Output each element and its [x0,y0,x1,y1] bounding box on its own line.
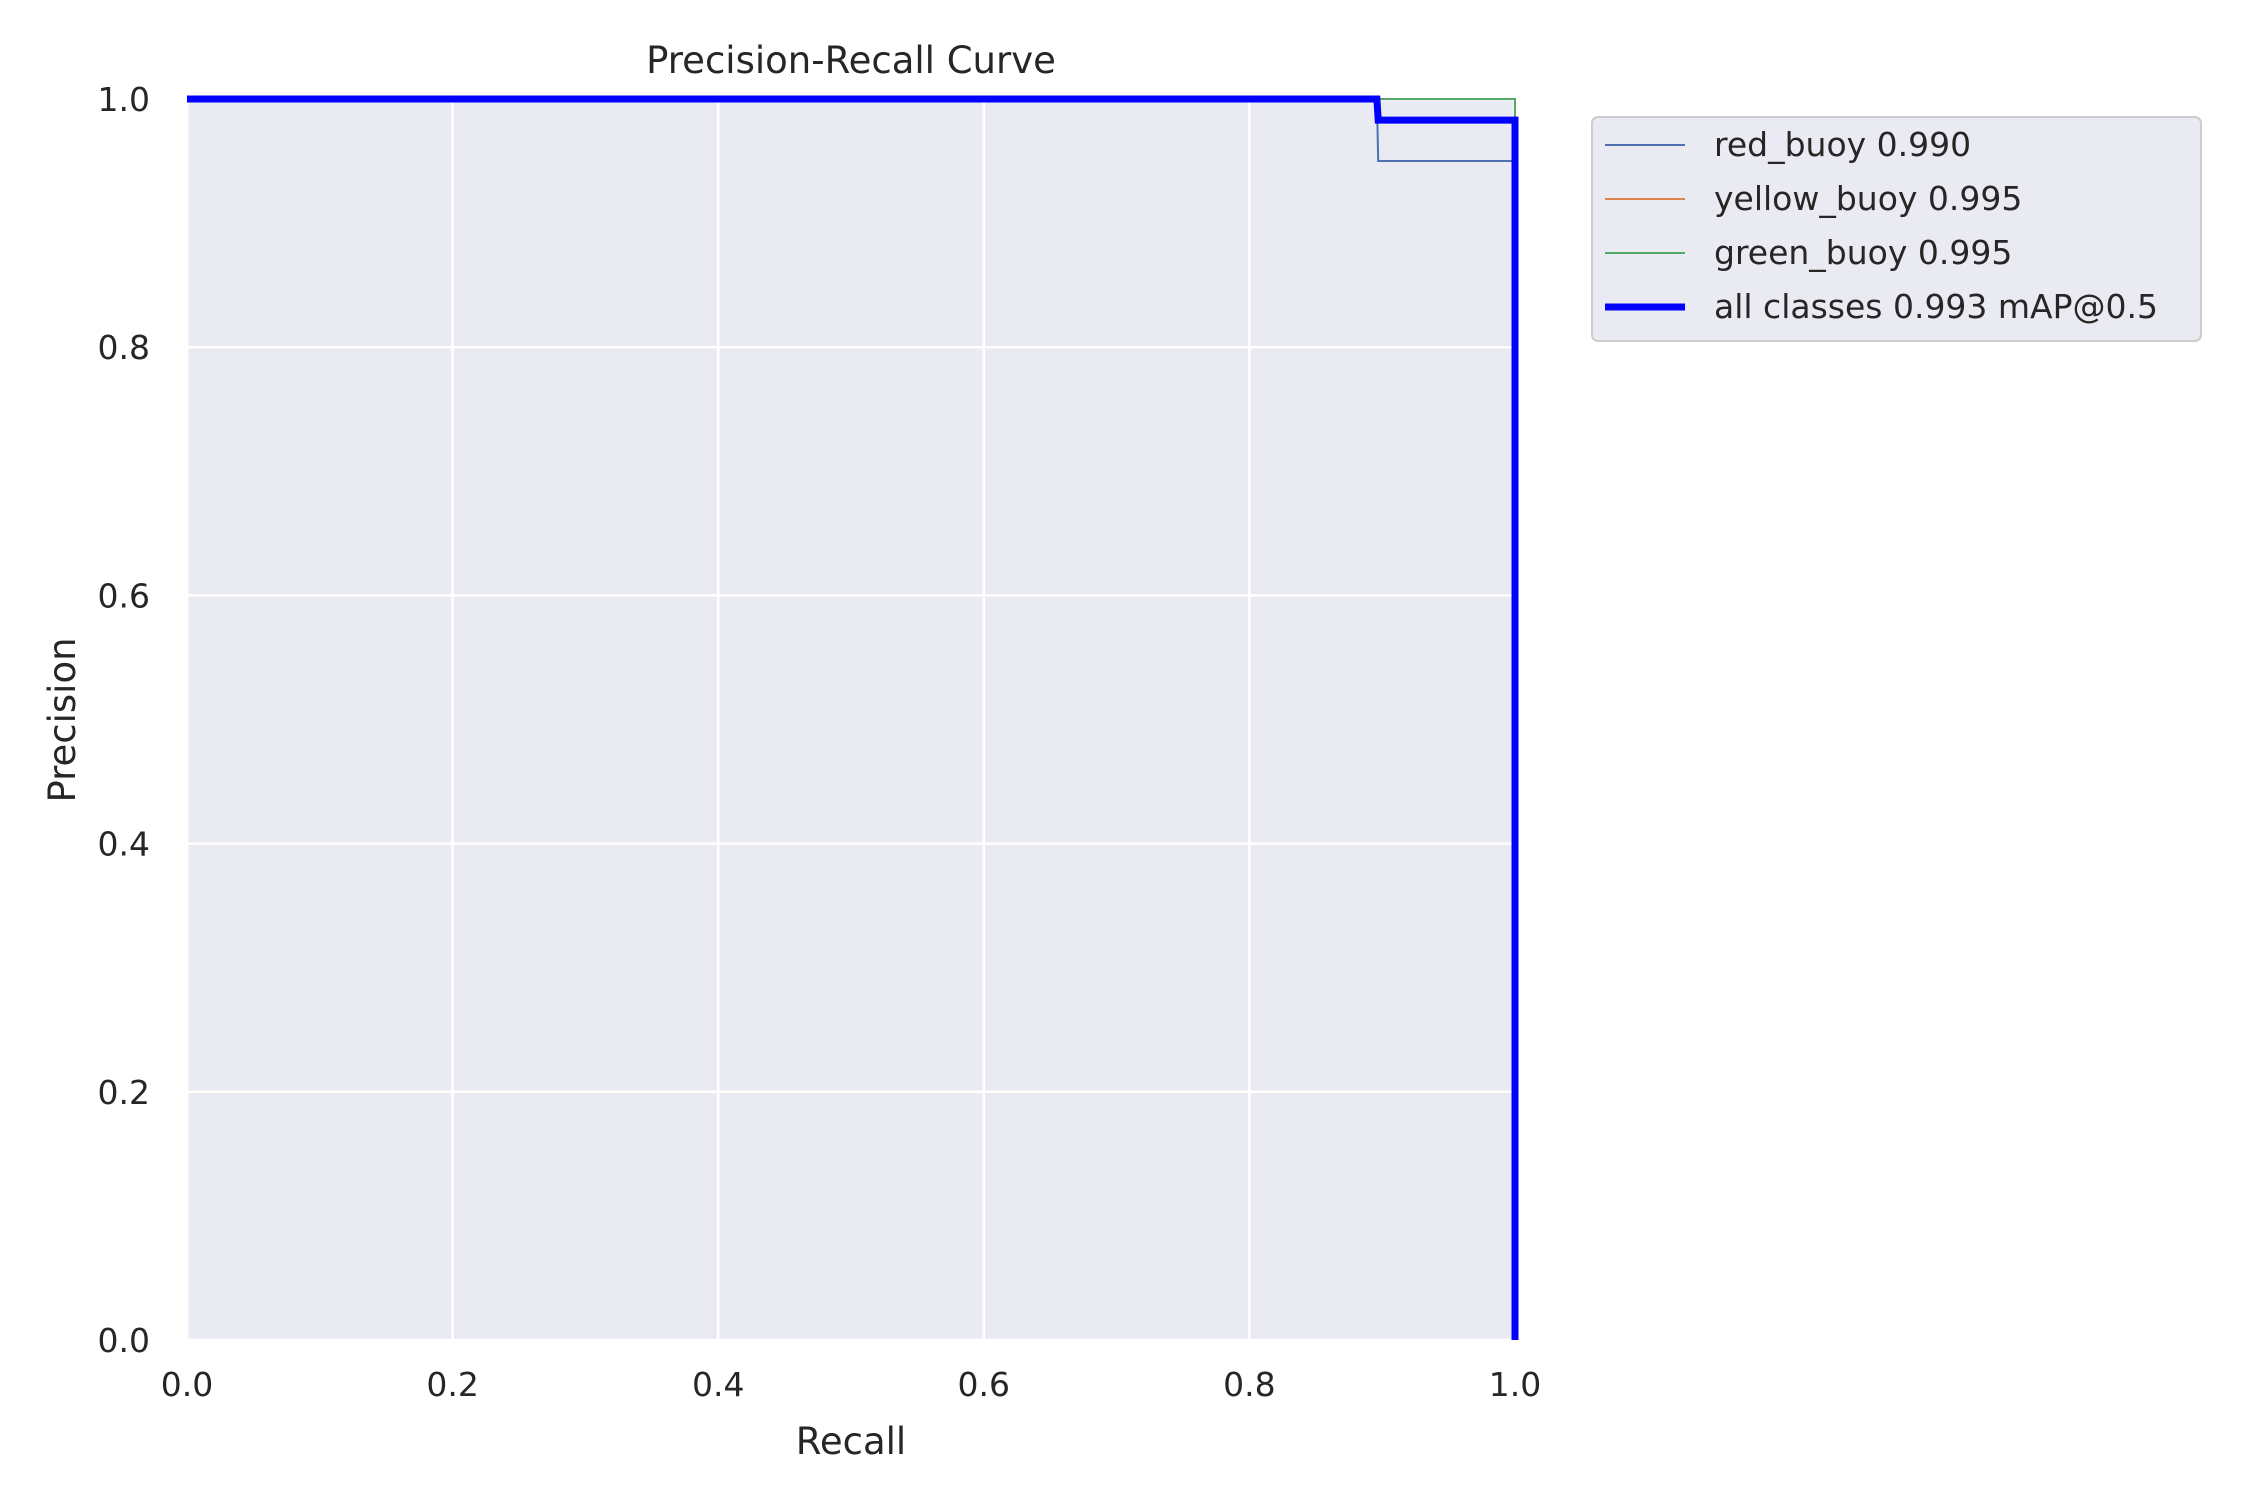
series-lines [187,95,1519,1340]
y-tick-labels: 0.0 0.2 0.4 0.6 0.8 1.0 [98,80,150,1360]
y-tick-label: 0.0 [98,1321,150,1360]
x-tick-label: 0.2 [426,1365,478,1404]
series-line-3 [187,95,1519,1340]
x-axis-label: Recall [796,1420,906,1463]
legend-entry: green_buoy 0.995 [1714,233,2012,272]
x-tick-labels: 0.0 0.2 0.4 0.6 0.8 1.0 [161,1365,1541,1404]
x-tick-label: 0.4 [692,1365,744,1404]
y-tick-label: 0.2 [98,1073,150,1112]
legend-entry: all classes 0.993 mAP@0.5 [1714,287,2158,326]
x-tick-label: 0.6 [958,1365,1010,1404]
y-tick-label: 0.4 [98,825,150,864]
x-tick-label: 1.0 [1489,1365,1541,1404]
legend-entry: yellow_buoy 0.995 [1714,179,2022,218]
y-tick-label: 0.6 [98,576,150,615]
legend: red_buoy 0.990 yellow_buoy 0.995 green_buo… [1591,116,2202,342]
y-tick-label: 1.0 [98,80,150,119]
x-tick-label: 0.0 [161,1365,213,1404]
legend-entry: red_buoy 0.990 [1714,125,1971,164]
x-tick-label: 0.8 [1223,1365,1275,1404]
legend-box [1591,116,2202,342]
chart-title: Precision-Recall Curve [646,39,1056,82]
y-axis-label: Precision [41,637,84,802]
plot-area [187,99,1515,1340]
y-tick-label: 0.8 [98,328,150,367]
